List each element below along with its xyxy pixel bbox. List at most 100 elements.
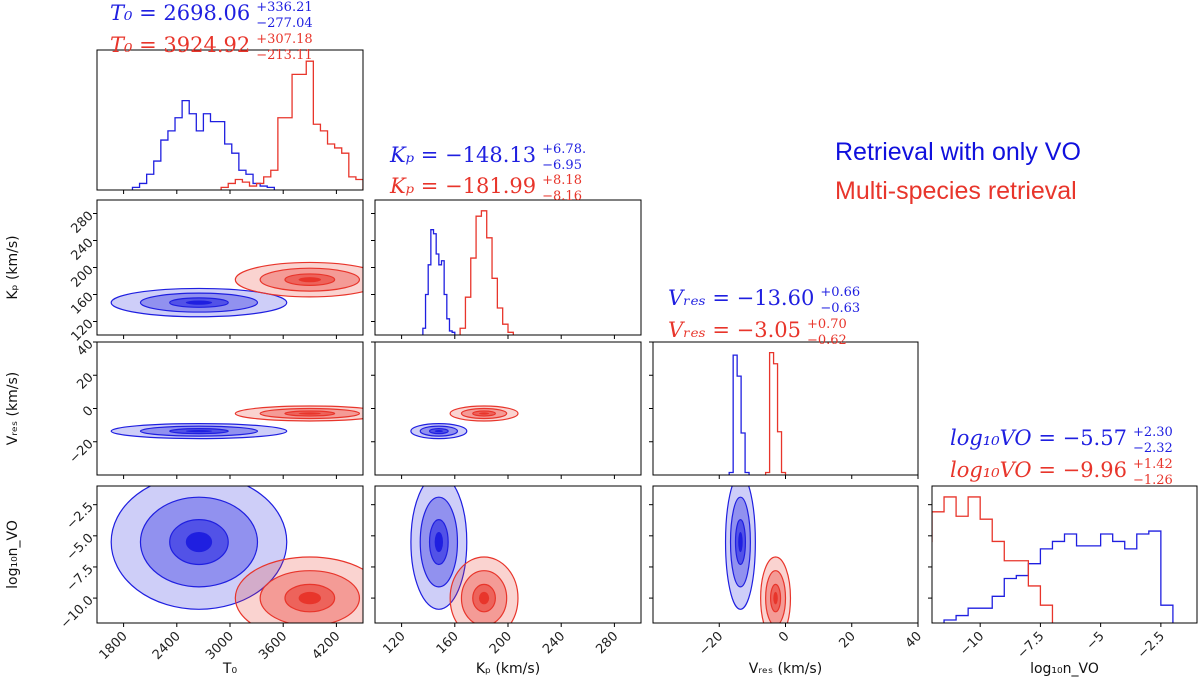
annotation-upper-multi-T0: +307.18 <box>256 32 312 47</box>
contour-core-multi-T0-Vres <box>298 412 321 415</box>
annotation-symbol: Kₚ <box>389 174 421 198</box>
xtick-label-Kp: 160 <box>434 629 462 657</box>
ytick-label-Kp: 280 <box>68 209 96 237</box>
annotation-value: = −9.96 <box>1038 458 1127 482</box>
panel-Kp-Kp <box>422 210 514 335</box>
xtick-label-T0: 3000 <box>203 629 237 663</box>
xtick-label-Vres: 20 <box>837 629 859 651</box>
panel-T0-T0 <box>131 60 363 190</box>
legend-label-multi: Multi-species retrieval <box>835 177 1077 205</box>
panel-Vres-Vres <box>728 351 787 475</box>
annotation-value: = −5.57 <box>1038 426 1127 450</box>
annotation-vo-Kp: Kₚ = −148.13 <box>389 143 536 167</box>
hist-multi-logVO <box>932 496 1054 623</box>
contour-core-vo-Kp-Vres <box>434 429 444 433</box>
ylabel-Kp: Kₚ (km/s) <box>5 235 21 299</box>
annotation-value: = −13.60 <box>712 286 814 310</box>
annotation-lower-vo-T0: −277.04 <box>256 16 312 31</box>
hist-vo-Kp <box>422 229 456 335</box>
annotation-upper-vo-Kp: +6.78. <box>542 142 586 157</box>
xtick-label-logVO: −10 <box>957 629 987 659</box>
legend: Retrieval with only VO Multi-species ret… <box>835 138 1081 205</box>
ytick-label-Vres: −20 <box>67 437 97 467</box>
panel-Vres-T0 <box>110 405 363 440</box>
hist-vo-logVO <box>943 530 1174 623</box>
contour-core-multi-Kp-Vres <box>478 412 490 415</box>
annotation-vo-Vres: Vᵣₑₛ = −13.60 <box>668 286 814 310</box>
annotation-vo-T0: T₀ = 2698.06 <box>110 1 250 25</box>
contour-core-vo-T0-Vres <box>185 429 213 433</box>
ytick-label-logVO: −10.0 <box>58 593 97 632</box>
annotation-multi-Vres: Vᵣₑₛ = −3.05 <box>668 318 801 342</box>
panel-frame-logVO-logVO <box>931 485 1198 624</box>
hist-multi-Vres <box>764 351 787 475</box>
xlabel-Vres: Vᵣₑₛ (km/s) <box>749 661 822 677</box>
xtick-label-logVO: −5 <box>1084 629 1108 653</box>
annotation-symbol: log₁₀VO <box>950 426 1038 450</box>
annotation-upper-multi-Vres: +0.70 <box>807 317 847 332</box>
annotations-layer: T₀ = 2698.06 +336.21−277.04 T₀ = 3924.92 +3… <box>110 0 1173 488</box>
hist-vo-Vres <box>728 354 750 475</box>
annotation-value: = 2698.06 <box>139 1 250 25</box>
xtick-label-Kp: 280 <box>593 629 621 657</box>
xlabel-T0: T₀ <box>222 661 238 677</box>
xlabel-Kp: Kₚ (km/s) <box>476 661 540 677</box>
xtick-label-logVO: −7.5 <box>1015 629 1048 662</box>
ytick-label-logVO: −2.5 <box>64 500 97 533</box>
panel-frame-T0-T0 <box>96 49 364 191</box>
xtick-label-T0: 1800 <box>97 629 131 663</box>
annotation-symbol: Kₚ <box>389 143 421 167</box>
panel-logVO-Vres <box>724 486 792 623</box>
legend-label-vo: Retrieval with only VO <box>835 138 1081 166</box>
annotation-upper-vo-T0: +336.21 <box>256 0 312 15</box>
xtick-label-Vres: 40 <box>903 629 925 651</box>
panel-frame-Vres-Vres <box>652 341 919 476</box>
contour-core-vo-T0-Kp <box>185 300 213 305</box>
xtick-label-Kp: 240 <box>540 629 568 657</box>
annotation-symbol: Vᵣₑₛ <box>668 318 712 342</box>
annotation-symbol: T₀ <box>110 33 139 57</box>
panel-Vres-Kp <box>410 405 519 440</box>
xtick-label-Kp: 120 <box>381 629 409 657</box>
hist-multi-T0 <box>220 60 363 190</box>
annotation-lower-multi-Kp: −8.16 <box>542 189 582 204</box>
ylabel-Vres: Vᵣₑₛ (km/s) <box>5 372 21 445</box>
ylabel-logVO: log₁₀n_VO <box>5 520 21 589</box>
contour-core-vo-T0-logVO <box>185 531 213 553</box>
annotation-symbol: Vᵣₑₛ <box>668 286 712 310</box>
ytick-label-Kp: 200 <box>68 263 96 291</box>
panel-logVO-logVO <box>932 496 1174 623</box>
annotation-value: = −3.05 <box>712 318 801 342</box>
panel-logVO-T0 <box>110 486 363 623</box>
xtick-label-Vres: −20 <box>696 629 726 659</box>
xtick-label-T0: 2400 <box>150 629 184 663</box>
annotation-multi-Kp: Kₚ = −181.99 <box>389 174 536 198</box>
annotation-value: = −148.13 <box>421 143 536 167</box>
annotation-upper-multi-logVO: +1.42 <box>1133 457 1173 472</box>
ytick-label-Kp: 160 <box>68 290 96 318</box>
xtick-label-Vres: 0 <box>776 629 792 645</box>
annotation-symbol: log₁₀VO <box>950 458 1038 482</box>
hist-vo-T0 <box>131 99 275 190</box>
contour-core-vo-Kp-logVO <box>434 531 444 553</box>
annotation-vo-logVO: log₁₀VO = −5.57 <box>950 426 1127 450</box>
ytick-label-logVO: −7.5 <box>64 562 97 595</box>
annotation-multi-T0: T₀ = 3924.92 <box>110 33 250 57</box>
xtick-label-Kp: 200 <box>487 629 515 657</box>
contour-core-vo-Vres-logVO <box>738 531 743 553</box>
annotation-multi-logVO: log₁₀VO = −9.96 <box>950 458 1127 482</box>
annotation-value: = −181.99 <box>421 174 536 198</box>
xtick-label-T0: 3600 <box>256 629 290 663</box>
annotation-symbol: T₀ <box>110 1 139 25</box>
annotation-upper-vo-logVO: +2.30 <box>1133 425 1173 440</box>
hist-multi-Kp <box>459 210 514 335</box>
panel-frame-Kp-Kp <box>374 199 642 336</box>
xtick-label-logVO: −2.5 <box>1135 629 1168 662</box>
ytick-label-Vres: 0 <box>80 404 96 420</box>
ytick-label-logVO: −5.0 <box>64 531 97 564</box>
contour-core-multi-Kp-logVO <box>478 591 490 605</box>
annotation-lower-multi-Vres: −0.62 <box>807 333 847 348</box>
panel-Kp-T0 <box>110 261 363 318</box>
ytick-label-Kp: 240 <box>68 236 96 264</box>
